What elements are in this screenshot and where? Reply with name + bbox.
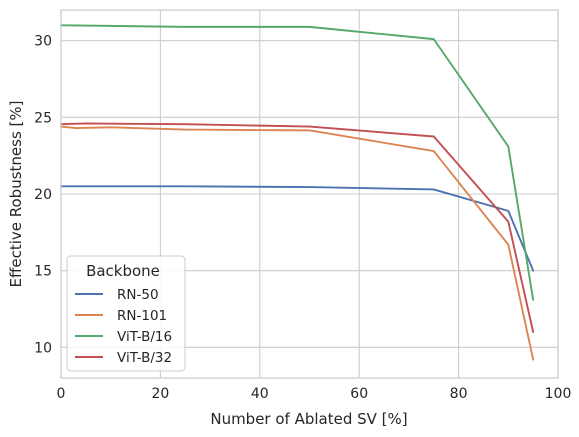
x-axis-label: Number of Ablated SV [%]	[210, 410, 407, 428]
legend-entries: RN-50 RN-101 ViT-B/16 ViT-B/32	[75, 287, 172, 366]
series-line-vit-b-16	[60, 24, 535, 301]
x-tick-label: 60	[350, 386, 368, 402]
x-tick-label: 80	[450, 386, 468, 402]
y-tick-label: 10	[34, 340, 52, 356]
x-tick-label: 20	[151, 386, 169, 402]
legend-label: RN-50	[117, 287, 159, 303]
series-line-rn-50	[60, 185, 535, 272]
series-lines	[60, 24, 535, 361]
y-axis-label: Effective Robustness [%]	[7, 101, 25, 288]
x-tick-label: 0	[57, 386, 66, 402]
y-tick-label: 15	[34, 264, 52, 280]
y-tick-label: 30	[34, 34, 52, 50]
x-tick-label: 100	[545, 386, 572, 402]
legend-label: ViT-B/32	[117, 350, 172, 366]
legend-box	[66, 255, 186, 372]
tick-labels: 0 20 40 60 80 100 10 15 20 25 30	[34, 34, 571, 402]
y-tick-label: 20	[34, 187, 52, 203]
series-line-rn-101	[60, 125, 535, 361]
legend-label: RN-101	[117, 308, 167, 324]
legend-label: ViT-B/16	[117, 329, 172, 345]
plot-frame	[60, 9, 559, 379]
series-line-vit-b-32	[60, 122, 535, 333]
legend-title: Backbone	[86, 262, 160, 280]
legend: Backbone RN-50 RN-101 ViT-B/16 ViT-B/32	[66, 255, 186, 372]
x-tick-label: 40	[251, 386, 269, 402]
y-tick-label: 25	[34, 110, 52, 126]
